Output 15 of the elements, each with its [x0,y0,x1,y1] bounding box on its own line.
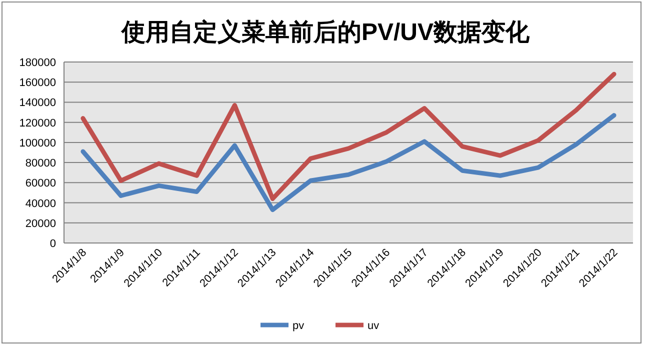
y-tick-label: 100000 [19,137,56,150]
y-tick-label: 60000 [25,178,56,190]
legend-label: uv [368,320,380,332]
line-series [80,72,616,202]
y-tick-label: 120000 [19,117,56,130]
line-series [80,113,616,212]
y-tick-label: 20000 [25,218,56,230]
y-tick-label: 180000 [19,57,56,69]
chart-title: 使用自定义菜单前后的PV/UV数据变化 [120,19,531,46]
y-tick-label: 0 [50,238,56,250]
y-tick-label: 80000 [25,158,56,170]
y-tick-label: 40000 [25,198,56,210]
y-tick-label: 140000 [19,97,56,110]
legend-label: pv [292,320,305,332]
y-tick-label: 160000 [19,77,56,90]
